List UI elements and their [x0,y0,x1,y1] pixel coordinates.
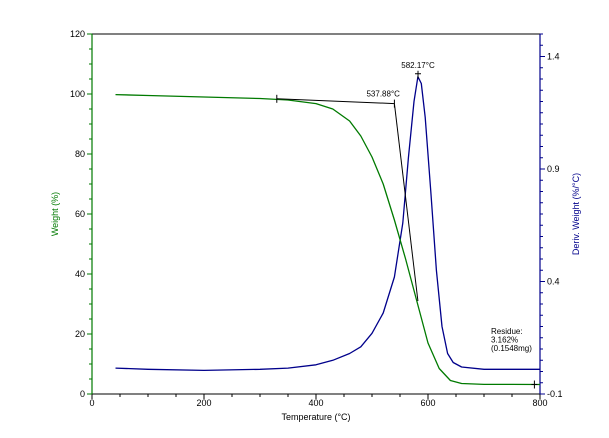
x-tick-label: 0 [89,398,94,408]
y-left-tick-label: 60 [75,209,85,219]
deriv-weight-line [115,76,540,372]
y-left-tick-label: 80 [75,149,85,159]
y-left-tick-label: 40 [75,269,85,279]
onset-tangent-slope [393,103,419,302]
onset-label: 537.88°C [366,90,400,99]
y-left-tick-label: 120 [70,29,85,39]
residue-label-line: (0.1548mg) [491,344,532,353]
y-left-axis-title: Weight (%) [50,192,60,236]
y-right-axis-title: Deriv. Weight (%/°C) [571,173,581,255]
x-tick-label: 800 [532,398,547,408]
y-right-tick-label: 0.4 [547,277,560,287]
y-left-tick-label: 20 [75,329,85,339]
onset-tangent-baseline [276,98,395,105]
x-tick-label: 400 [308,398,323,408]
y-left-tick-label: 0 [80,389,85,399]
y-right-tick-label: 0.9 [547,164,560,174]
peak-label: 582.17°C [401,61,435,70]
x-tick-label: 600 [420,398,435,408]
residue-label-line: Residue: [491,327,523,336]
y-right-tick-label: 1.4 [547,52,560,62]
y-right-tick-label: -0.1 [547,389,563,399]
plot-frame [91,33,541,395]
x-tick-label: 200 [196,398,211,408]
residue-label-line: 3.162% [491,336,518,345]
weight-line [115,93,541,386]
x-axis-title: Temperature (°C) [281,412,350,422]
y-left-tick-label: 100 [70,89,85,99]
